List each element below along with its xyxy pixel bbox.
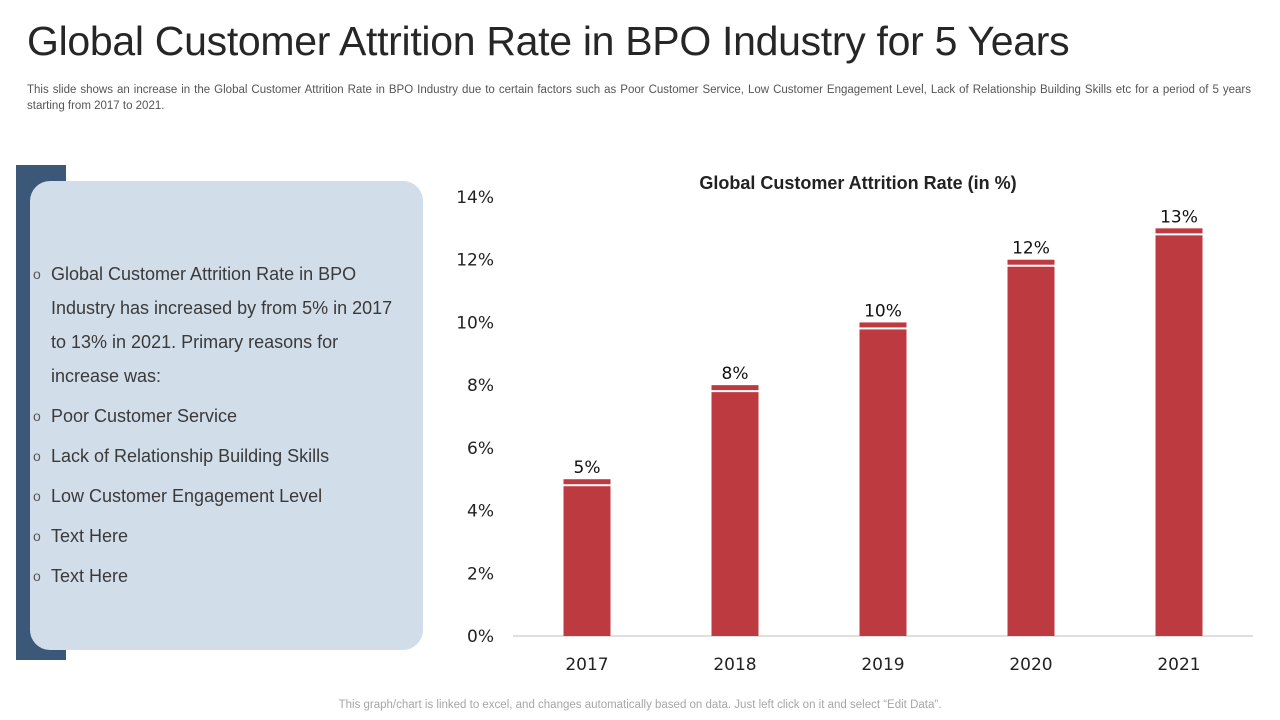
bullet-text: Text Here bbox=[51, 526, 129, 546]
bullet-text: Text Here bbox=[51, 566, 129, 586]
bullet-marker: o bbox=[33, 448, 41, 464]
y-tick-label: 10% bbox=[456, 313, 494, 333]
data-label: 8% bbox=[722, 364, 749, 384]
bar bbox=[563, 479, 611, 636]
data-label: 13% bbox=[1160, 207, 1198, 227]
bar-highlight bbox=[859, 327, 907, 330]
bar bbox=[859, 322, 907, 636]
footer-note: This graph/chart is linked to excel, and… bbox=[338, 699, 942, 711]
bullet-marker: o bbox=[33, 568, 41, 584]
x-tick-label: 2021 bbox=[1157, 655, 1200, 675]
y-tick-label: 0% bbox=[467, 627, 494, 647]
bar-highlight bbox=[563, 484, 611, 487]
page-subtitle: This slide shows an increase in the Glob… bbox=[27, 84, 1251, 112]
bullet-item: o Text Here bbox=[30, 559, 405, 593]
bullet-marker: o bbox=[33, 266, 41, 282]
bullet-item: o Global Customer Attrition Rate in BPO I… bbox=[30, 257, 405, 393]
bullet-item: o Lack of Relationship Building Skills bbox=[30, 439, 405, 473]
bullet-item: o Low Customer Engagement Level bbox=[30, 479, 405, 513]
bar-chart-svg: Global Customer Attrition Rate (in %) 0% 2… bbox=[456, 173, 1253, 675]
x-tick-label: 2020 bbox=[1009, 655, 1052, 675]
bullet-text: Poor Customer Service bbox=[51, 406, 238, 426]
page-title: Global Customer Attrition Rate in BPO In… bbox=[27, 18, 1070, 64]
x-tick-label: 2018 bbox=[713, 655, 756, 675]
bar-highlight bbox=[1155, 233, 1203, 236]
bullet-marker: o bbox=[33, 408, 41, 424]
x-tick-label: 2019 bbox=[861, 655, 904, 675]
bar-highlight bbox=[711, 390, 759, 393]
bar-highlight bbox=[1007, 264, 1055, 267]
bullet-item: o Poor Customer Service bbox=[30, 399, 405, 433]
bullet-item: o Text Here bbox=[30, 519, 405, 553]
bullet-marker: o bbox=[33, 528, 41, 544]
chart-title: Global Customer Attrition Rate (in %) bbox=[699, 173, 1016, 193]
y-tick-label: 2% bbox=[467, 564, 494, 584]
y-tick-label: 8% bbox=[467, 376, 494, 396]
bullet-list: o Global Customer Attrition Rate in BPO I… bbox=[30, 257, 405, 599]
data-label: 10% bbox=[864, 301, 902, 321]
y-tick-label: 14% bbox=[456, 188, 494, 208]
data-label: 5% bbox=[574, 458, 601, 478]
bar bbox=[1155, 228, 1203, 636]
bullet-marker: o bbox=[33, 488, 41, 504]
attrition-chart[interactable]: Global Customer Attrition Rate (in %) 0% 2… bbox=[440, 160, 1270, 690]
data-label: 12% bbox=[1012, 239, 1050, 259]
y-tick-label: 6% bbox=[467, 439, 494, 459]
bullet-text: Lack of Relationship Building Skills bbox=[51, 446, 330, 466]
bar bbox=[1007, 259, 1055, 636]
bullet-text: Low Customer Engagement Level bbox=[51, 486, 323, 506]
y-tick-label: 12% bbox=[456, 251, 494, 271]
bullet-text: Global Customer Attrition Rate in BPO In… bbox=[51, 264, 393, 386]
y-tick-label: 4% bbox=[467, 502, 494, 522]
summary-panel: o Global Customer Attrition Rate in BPO I… bbox=[30, 181, 423, 650]
x-tick-label: 2017 bbox=[565, 655, 608, 675]
bar bbox=[711, 385, 759, 636]
